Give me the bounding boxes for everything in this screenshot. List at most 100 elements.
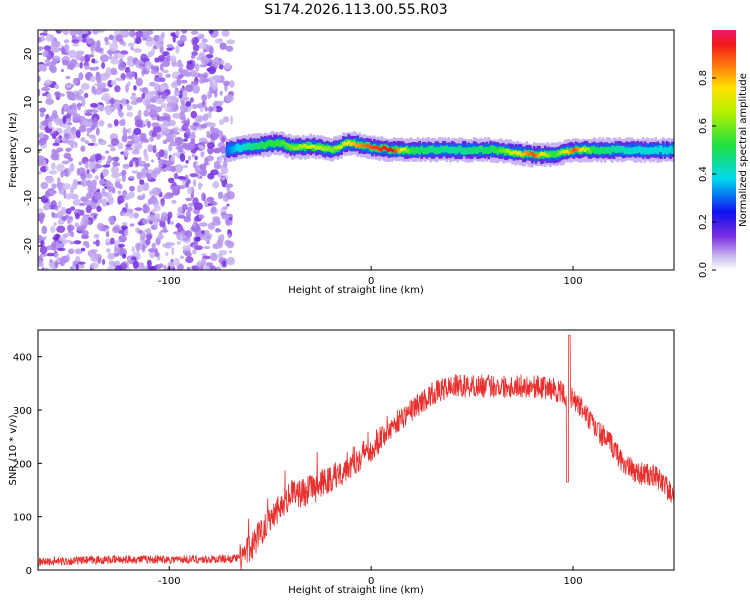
noise-speck — [61, 137, 66, 141]
ridge-cell — [561, 149, 565, 154]
noise-speck — [201, 257, 206, 267]
ridge-cell — [243, 146, 247, 150]
ridge-cell — [569, 150, 572, 154]
noise-speck — [208, 91, 212, 98]
noise-speck — [141, 93, 146, 99]
ridge-cell — [367, 144, 371, 148]
noise-speck — [179, 233, 184, 242]
ridge-cell — [620, 147, 623, 151]
ridge-cell — [329, 147, 332, 152]
ridge-cell — [378, 147, 381, 152]
noise-speck — [229, 217, 233, 221]
noise-speck — [60, 255, 69, 264]
noise-speck — [223, 116, 230, 123]
noise-speck — [223, 80, 230, 87]
noise-speck — [98, 120, 105, 127]
noise-speck — [64, 167, 69, 177]
noise-speck — [115, 34, 123, 42]
noise-speck — [226, 242, 234, 249]
noise-speck — [170, 259, 174, 263]
ridge-cell — [571, 149, 574, 154]
noise-speck — [84, 65, 91, 70]
noise-speck — [171, 95, 177, 104]
x-tick-label: -100 — [158, 576, 181, 587]
ridge-cell — [347, 140, 351, 144]
noise-speck — [181, 203, 188, 211]
noise-speck — [198, 214, 205, 220]
noise-speck — [182, 164, 189, 169]
noise-speck — [56, 225, 66, 233]
ridge-cell — [411, 148, 414, 152]
ridge-cell — [236, 147, 240, 151]
ridge-cell — [452, 147, 456, 151]
noise-speck — [169, 221, 174, 225]
noise-speck — [150, 159, 154, 163]
ridge-cell — [289, 145, 292, 149]
ridge-cell — [394, 145, 398, 152]
ridge-cell — [227, 149, 231, 153]
ridge-cell — [492, 146, 496, 153]
ridge-cell — [434, 147, 438, 152]
noise-speck — [201, 192, 206, 202]
noise-speck — [160, 83, 165, 93]
noise-speck — [176, 77, 182, 85]
y-tick-label: -10 — [23, 190, 34, 206]
noise-speck — [122, 126, 127, 136]
noise-speck — [58, 236, 66, 242]
noise-speck — [226, 187, 231, 192]
noise-speck — [100, 73, 109, 81]
noise-speck — [81, 33, 88, 38]
ridge-cell — [516, 151, 520, 156]
noise-speck — [80, 247, 86, 252]
noise-speck — [117, 198, 122, 205]
ridge-cell — [320, 146, 323, 150]
noise-speck — [107, 265, 115, 270]
ridge-cell — [454, 147, 458, 155]
ridge-cell — [431, 146, 434, 151]
noise-speck — [206, 45, 213, 49]
y-tick-label: 400 — [13, 353, 32, 364]
noise-speck — [43, 267, 50, 270]
ridge-cell — [302, 144, 305, 148]
noise-speck — [210, 169, 219, 176]
ridge-cell — [647, 148, 650, 155]
noise-speck — [195, 63, 200, 72]
noise-speck — [144, 163, 148, 170]
noise-speck — [129, 223, 135, 227]
noise-speck — [190, 30, 199, 35]
ridge-cell — [572, 147, 576, 152]
ridge-cell — [636, 148, 639, 153]
ridge-cell — [496, 149, 500, 153]
noise-speck — [165, 251, 169, 257]
ridge-cell — [316, 145, 320, 149]
noise-speck — [69, 97, 77, 101]
noise-speck — [148, 109, 157, 118]
noise-speck — [80, 98, 86, 107]
ridge-cell — [498, 148, 501, 153]
noise-speck — [204, 106, 208, 112]
noise-speck — [49, 63, 54, 71]
noise-speck — [134, 207, 143, 212]
colorbar-tick-label: 0.0 — [698, 262, 709, 278]
noise-speck — [69, 30, 78, 37]
ridge-cell — [231, 146, 234, 154]
noise-speck — [210, 123, 214, 128]
noise-speck — [135, 36, 142, 44]
ridge-cell — [611, 147, 614, 151]
ridge-cell — [558, 151, 561, 155]
noise-speck — [46, 245, 53, 251]
noise-speck — [167, 53, 171, 62]
ridge-cell — [601, 147, 605, 154]
ridge-cell — [531, 151, 534, 155]
noise-speck — [221, 30, 230, 37]
noise-speck — [61, 206, 67, 216]
ridge-cell — [382, 145, 385, 150]
noise-speck — [91, 185, 97, 192]
noise-speck — [130, 100, 139, 105]
ridge-cell — [476, 147, 480, 151]
ridge-cell — [358, 143, 361, 148]
ridge-cell — [303, 143, 307, 148]
noise-speck — [51, 57, 57, 67]
snr-panel: -100 0 100 0 100 200 300 400 Height of straigh… — [8, 329, 675, 596]
noise-speck — [162, 112, 168, 116]
